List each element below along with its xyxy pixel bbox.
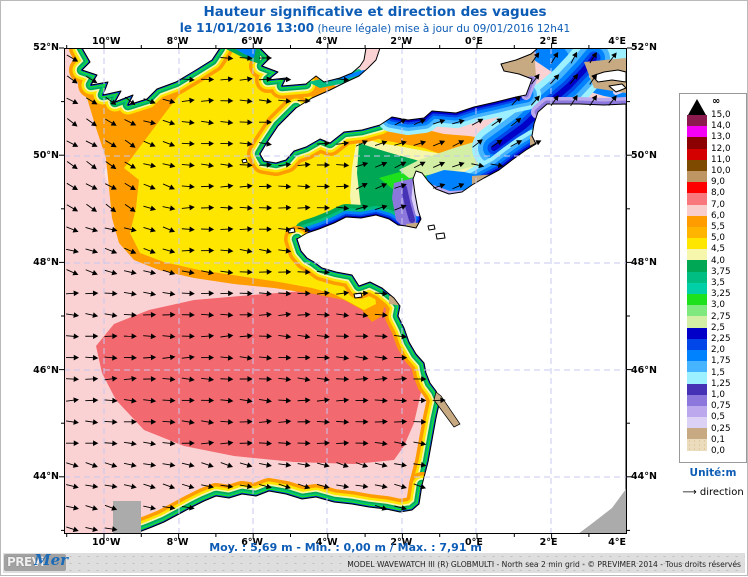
legend-tick-label: 2,5 [711,323,725,333]
page-title: Hauteur significative et direction des v… [1,4,748,20]
legend-tick-label: 1,25 [711,379,731,389]
legend-band-swatch [687,428,707,439]
legend-band-swatch [687,137,707,148]
wave-map-canvas [64,48,627,534]
lat-label-left: 44°N [29,471,59,482]
logo-mer: Mer [34,551,68,569]
legend-band-swatch [687,417,707,428]
lon-label-top: 4°E [608,36,626,47]
legend-band-swatch [687,372,707,383]
legend-band-swatch [687,305,707,316]
legend-tick-label: 1,0 [711,390,725,400]
lat-label-right: 44°N [631,471,657,482]
legend-tick-label: 13,0 [711,132,731,142]
legend-band-swatch [687,249,707,260]
legend-tick-label: 2,0 [711,345,725,355]
legend-infinity-label: ∞ [712,96,720,107]
legend-band-swatch [687,227,707,238]
legend-tick-label: 3,0 [711,300,725,310]
lon-label-top: 2°E [540,36,558,47]
lat-label-left: 46°N [29,365,59,376]
legend-band-swatch [687,395,707,406]
legend-tick-label: 4,5 [711,244,725,254]
legend-band-swatch [687,205,707,216]
legend-band-swatch [687,149,707,160]
lat-label-left: 48°N [29,257,59,268]
legend-band-swatch [687,272,707,283]
legend-tick-label: 15,0 [711,110,731,120]
legend-band-swatch [687,439,707,450]
legend-tick-label: 2,25 [711,334,731,344]
page-subtitle: le 11/01/2016 13:00 (heure légale) mise … [1,21,748,35]
legend-band-swatch [687,260,707,271]
legend-band-swatch [687,115,707,126]
legend-tick-label: 5,5 [711,222,725,232]
lat-label-right: 48°N [631,257,657,268]
legend-tick-label: 0,5 [711,412,725,422]
lat-label-right: 50°N [631,150,657,161]
legend-tick-label: 3,75 [711,267,731,277]
direction-arrow-icon: ⟶ [682,487,696,498]
lat-label-right: 46°N [631,365,657,376]
legend-band-swatch [687,126,707,137]
legend-tick-label: 1,75 [711,356,731,366]
legend-band-swatch [687,283,707,294]
legend-tick-label: 11,0 [711,155,731,165]
lon-label-top: 6°W [241,36,263,47]
legend-band-swatch [687,339,707,350]
legend-tick-label: 0,0 [711,446,725,456]
lat-label-left: 52°N [29,42,59,53]
lon-label-top: 4°W [316,36,338,47]
legend-band-swatch [687,384,707,395]
legend-tick-label: 12,0 [711,144,731,154]
legend-band-swatch [687,216,707,227]
legend-band-swatch [687,316,707,327]
legend-band-swatch [687,171,707,182]
legend-tick-label: 9,0 [711,177,725,187]
lon-label-top: 0°E [465,36,483,47]
legend-band-swatch [687,328,707,339]
legend-tick-label: 0,25 [711,424,731,434]
legend-tick-label: 0,75 [711,401,731,411]
legend-swatches [687,115,707,451]
previmer-logo: PREVi Mer [4,554,66,571]
legend-tick-label: 0,1 [711,435,725,445]
lat-label-right: 52°N [631,42,657,53]
legend-tick-label: 1,5 [711,368,725,378]
legend-tick-label: 7,0 [711,200,725,210]
wave-map [64,48,627,534]
lon-label-top: 10°W [92,36,120,47]
footer-credit: MODEL WAVEWATCH III (R) GLOBMULTI - Nort… [347,560,741,569]
legend-infinity-triangle-icon [688,99,706,115]
legend-band-swatch [687,294,707,305]
lon-label-top: 2°W [390,36,412,47]
legend-tick-label: 14,0 [711,121,731,131]
legend-tick-label: 5,0 [711,233,725,243]
legend-band-swatch [687,406,707,417]
legend-band-swatch [687,193,707,204]
legend-band-swatch [687,361,707,372]
legend-unit-label: Unité:m [679,467,747,479]
lat-label-left: 50°N [29,150,59,161]
legend-tick-label: 8,0 [711,188,725,198]
subtitle-date: le 11/01/2016 13:00 [180,21,314,35]
legend-band-swatch [687,238,707,249]
legend-tick-label: 6,0 [711,211,725,221]
legend-tick-label: 3,5 [711,278,725,288]
lon-label-top: 8°W [167,36,189,47]
legend-tick-label: 3,25 [711,289,731,299]
legend-tick-label: 10,0 [711,166,731,176]
legend-band-swatch [687,182,707,193]
footer-bar: PREVi Mer MODEL WAVEWATCH III (R) GLOBMU… [3,553,745,573]
subtitle-update: (heure légale) mise à jour du 09/01/2016… [314,23,570,35]
legend-band-swatch [687,160,707,171]
legend-direction-label: ⟶ direction [677,487,748,498]
legend-tick-label: 2,75 [711,312,731,322]
legend-tick-label: 4,0 [711,256,725,266]
legend-band-swatch [687,350,707,361]
